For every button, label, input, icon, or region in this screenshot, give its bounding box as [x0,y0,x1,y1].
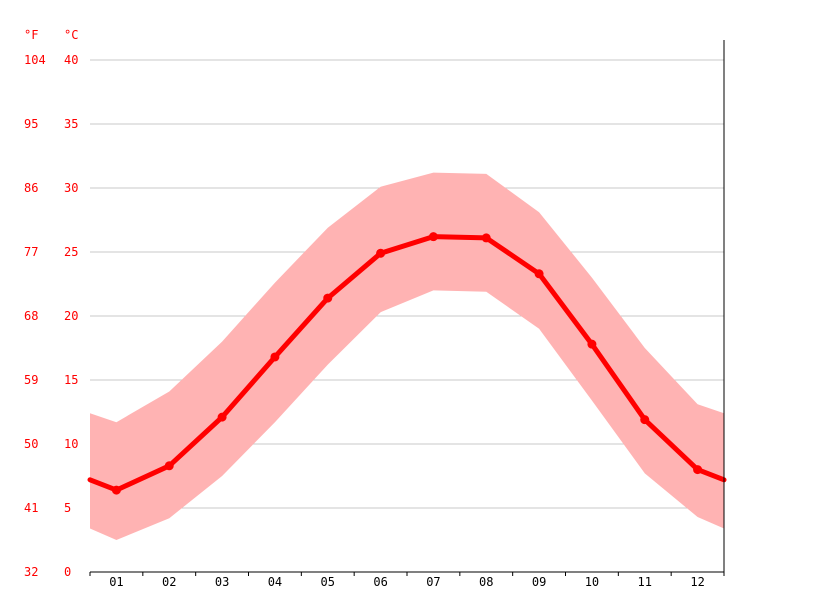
celsius-tick-label: 15 [64,373,78,387]
celsius-tick-label: 5 [64,501,71,515]
celsius-unit-label: °C [64,28,78,42]
average-temperature-point [111,485,121,495]
average-temperature-point [428,232,438,242]
month-label: 06 [373,575,387,589]
average-temperature-point [164,461,174,471]
fahrenheit-tick-label: 59 [24,373,38,387]
celsius-tick-label: 30 [64,181,78,195]
axis-labels: °F °C 0 32 5 41 10 50 15 59 20 68 25 77 30 86 35 95 40 10… [24,28,705,589]
month-label: 02 [162,575,176,589]
fahrenheit-tick-label: 95 [24,117,38,131]
axes [89,40,725,576]
average-temperature-point [323,293,333,303]
celsius-tick-label: 10 [64,437,78,451]
month-label: 01 [109,575,123,589]
average-temperature-point [534,269,544,279]
celsius-tick-label: 40 [64,53,78,67]
month-label: 05 [321,575,335,589]
average-temperature-points [111,232,703,495]
month-label: 03 [215,575,229,589]
average-temperature-line [87,234,727,493]
average-temperature-point [693,465,703,475]
average-temperature-point [640,415,650,425]
temperature-range-area [90,172,724,540]
month-label: 10 [585,575,599,589]
average-temperature-point [217,412,227,422]
average-temperature-point [376,248,386,258]
celsius-tick-label: 25 [64,245,78,259]
month-label: 09 [532,575,546,589]
average-temperature-point [587,339,597,349]
celsius-tick-label: 35 [64,117,78,131]
fahrenheit-tick-label: 77 [24,245,38,259]
average-temperature-path [87,234,727,493]
celsius-tick-label: 20 [64,309,78,323]
fahrenheit-tick-label: 41 [24,501,38,515]
month-label: 12 [690,575,704,589]
fahrenheit-tick-label: 32 [24,565,38,579]
fahrenheit-tick-label: 68 [24,309,38,323]
month-label: 04 [268,575,282,589]
average-temperature-point [270,352,280,362]
fahrenheit-tick-label: 50 [24,437,38,451]
month-label: 11 [638,575,652,589]
month-label: 08 [479,575,493,589]
fahrenheit-unit-label: °F [24,28,38,42]
fahrenheit-tick-label: 86 [24,181,38,195]
temperature-range-band [90,172,724,540]
celsius-tick-label: 0 [64,565,71,579]
fahrenheit-tick-label: 104 [24,53,46,67]
average-temperature-point [481,233,491,243]
month-label: 07 [426,575,440,589]
